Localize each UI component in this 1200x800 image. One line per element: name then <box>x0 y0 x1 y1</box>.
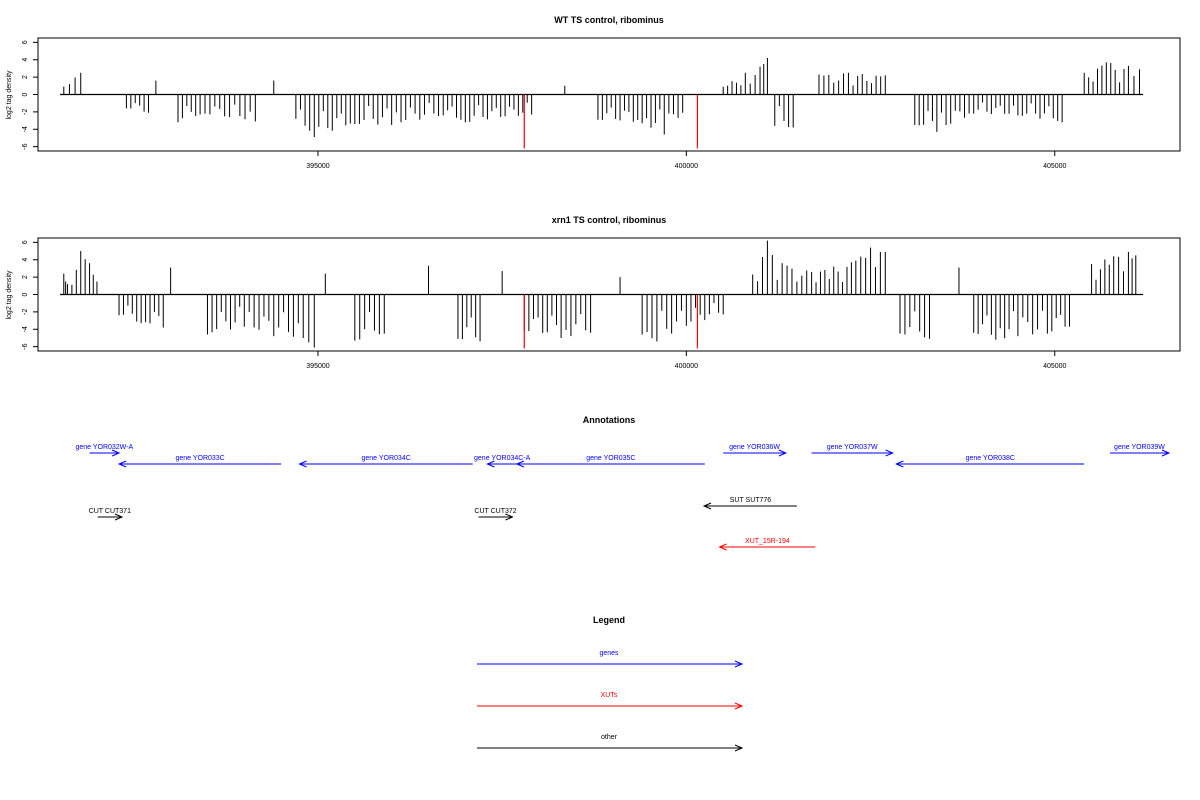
x-tick-label: 395000 <box>306 363 329 370</box>
feature-label: CUT CUT372 <box>474 508 516 515</box>
x-tick-label: 395000 <box>306 163 329 170</box>
feature-arrowhead <box>885 449 894 457</box>
y-tick-label: -6 <box>22 143 29 149</box>
legend: Legend genes XUTs other <box>477 615 744 752</box>
y-tick-label: 0 <box>22 292 29 296</box>
legend-arrowhead <box>734 660 744 668</box>
y-tick-label: 4 <box>22 258 29 262</box>
wt-x-axis: 395000 400000 405000 <box>306 151 1067 170</box>
feature-arrowhead <box>117 460 127 468</box>
feature-label: gene YOR033C <box>175 455 224 462</box>
feature-label: CUT CUT371 <box>89 508 131 515</box>
wt-y-axis: -6 -4 -2 0 2 4 6 <box>22 40 38 150</box>
y-tick-label: -6 <box>22 343 29 349</box>
feature-arrowhead <box>505 513 514 521</box>
x-tick-label: 405000 <box>1043 163 1066 170</box>
xrn1-x-axis: 395000 400000 405000 <box>306 351 1067 370</box>
feature-arrowhead <box>298 460 307 468</box>
wt-panel-title: WT TS control, ribominus <box>554 15 664 25</box>
feature-label: XUT_15R-194 <box>745 538 790 545</box>
feature-label: gene YOR034C <box>361 455 410 462</box>
feature-arrowhead <box>486 460 495 468</box>
y-tick-label: -2 <box>22 109 29 115</box>
legend-label: XUTs <box>601 692 618 699</box>
legend-label: genes <box>599 650 619 657</box>
legend-items: genes XUTs other <box>477 650 744 752</box>
x-tick-label: 400000 <box>675 363 698 370</box>
feature-arrowhead <box>1161 449 1171 457</box>
xrn1-bars <box>60 240 1144 349</box>
y-tick-label: 6 <box>22 40 29 44</box>
y-tick-label: 4 <box>22 58 29 62</box>
y-tick-label: -4 <box>22 126 29 132</box>
annotations-title: Annotations <box>583 415 636 425</box>
xrn1-y-axis-label: log2 tag density <box>6 270 13 320</box>
x-tick-label: 405000 <box>1043 363 1066 370</box>
legend-label: other <box>601 734 618 741</box>
xrn1-panel-title: xrn1 TS control, ribominus <box>552 215 667 225</box>
x-tick-label: 400000 <box>675 163 698 170</box>
feature-label: gene YOR035C <box>586 455 635 462</box>
legend-arrowhead <box>734 702 744 710</box>
feature-arrowhead <box>718 543 727 551</box>
xrn1-panel: xrn1 TS control, ribominus -6 -4 -2 0 2 4 6 39… <box>6 215 1181 370</box>
wt-panel: WT TS control, ribominus -6 -4 -2 0 2 4 6 3950… <box>6 15 1181 170</box>
y-tick-label: -4 <box>22 326 29 332</box>
y-tick-label: 0 <box>22 92 29 96</box>
feature-label: gene YOR034C-A <box>474 455 531 462</box>
annotation-features: gene YOR032W-A gene YOR033C gene YOR034C ge… <box>75 444 1171 551</box>
feature-label: gene YOR037W <box>827 444 878 451</box>
feature-label: gene YOR039W <box>1114 444 1165 451</box>
feature-label: gene YOR038C <box>966 455 1015 462</box>
feature-label: gene YOR032W-A <box>75 444 133 451</box>
feature-arrowhead <box>895 460 904 468</box>
y-tick-label: 2 <box>22 275 29 279</box>
feature-arrowhead <box>702 502 712 510</box>
xrn1-y-axis: -6 -4 -2 0 2 4 6 <box>22 240 38 350</box>
y-tick-label: -2 <box>22 309 29 315</box>
feature-arrowhead <box>515 460 525 468</box>
wt-bars <box>60 57 1144 149</box>
feature-label: gene YOR036W <box>729 444 780 451</box>
feature-arrowhead <box>778 449 788 457</box>
feature-arrowhead <box>114 513 124 521</box>
feature-arrowhead <box>111 449 121 457</box>
feature-label: SUT SUT776 <box>730 497 772 504</box>
legend-arrowhead <box>734 744 744 752</box>
legend-title: Legend <box>593 615 625 625</box>
y-tick-label: 6 <box>22 240 29 244</box>
y-tick-label: 2 <box>22 75 29 79</box>
wt-y-axis-label: log2 tag density <box>6 70 13 120</box>
